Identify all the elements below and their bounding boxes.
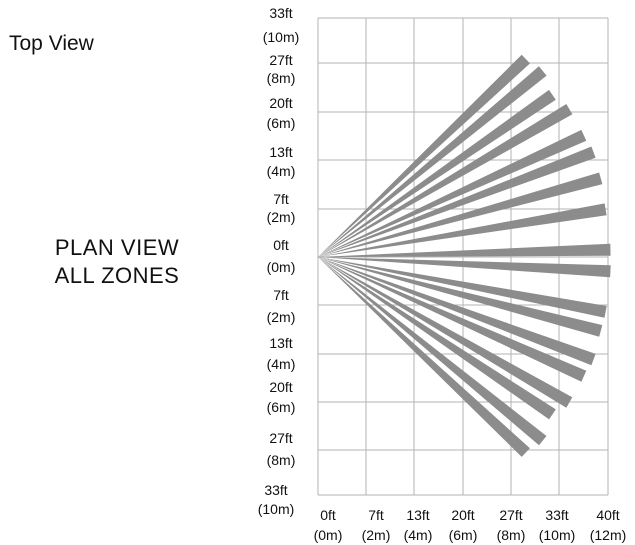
x-tick-label-m: (10m) (539, 527, 576, 543)
y-tick-label-ft: 33ft (264, 482, 287, 498)
detection-beam-13 (318, 257, 596, 366)
detection-beam-18 (318, 257, 530, 457)
detection-beam-15 (318, 257, 573, 408)
detection-beam-9 (318, 243, 611, 257)
detection-beam-1 (318, 54, 530, 258)
y-tick-label-m: (8m) (267, 70, 296, 86)
y-tick-label-m: (10m) (263, 29, 300, 45)
y-tick-label-m: (2m) (267, 209, 296, 225)
detection-beams (318, 54, 611, 457)
detection-beam-11 (318, 257, 607, 318)
y-tick-label-ft: 7ft (273, 191, 289, 207)
detection-beam-4 (318, 104, 573, 257)
detection-beam-16 (318, 257, 556, 420)
y-tick-label-ft: 33ft (269, 5, 292, 21)
detection-beam-3 (318, 89, 556, 258)
y-tick-label-m: (8m) (267, 452, 296, 468)
x-tick-label-ft: 0ft (320, 507, 336, 523)
x-tick-label-ft: 7ft (368, 507, 384, 523)
y-tick-label-m: (6m) (267, 115, 296, 131)
x-tick-label-m: (2m) (362, 527, 391, 543)
y-tick-label-ft: 13ft (269, 144, 292, 160)
y-tick-label-ft: 20ft (269, 379, 292, 395)
y-tick-label-ft: 13ft (269, 335, 292, 351)
y-tick-label-m: (0m) (267, 259, 296, 275)
y-tick-label-m: (2m) (267, 309, 296, 325)
x-tick-label-m: (6m) (449, 527, 478, 543)
y-tick-label-ft: 27ft (269, 430, 292, 446)
detection-beam-5 (318, 129, 587, 257)
x-axis-labels: 0ft (0m) 7ft (2m) 13ft (4m) 20ft (6m) 27ft (8m) 33… (314, 507, 627, 543)
detection-beam-12 (318, 257, 603, 337)
y-tick-label-ft: 0ft (273, 237, 289, 253)
page-title: Top View (9, 32, 94, 55)
y-tick-label-ft: 27ft (269, 52, 292, 68)
x-tick-label-ft: 27ft (499, 507, 522, 523)
plan-view-caption: PLAN VIEW ALL ZONES (22, 234, 212, 290)
y-tick-label-m: (10m) (258, 501, 295, 517)
y-axis-labels: 33ft (10m) 27ft (8m) 20ft (6m) 13ft (4m) 7ft (2m)… (258, 5, 300, 517)
x-tick-label-ft: 33ft (545, 507, 568, 523)
caption-line-2: ALL ZONES (54, 263, 180, 288)
y-tick-label-m: (4m) (267, 163, 296, 179)
detection-beam-8 (318, 203, 607, 257)
x-tick-label-m: (4m) (404, 527, 433, 543)
caption-line-1: PLAN VIEW (54, 235, 180, 260)
x-tick-label-ft: 20ft (451, 507, 474, 523)
detection-beam-6 (318, 146, 596, 257)
y-tick-label-ft: 7ft (273, 287, 289, 303)
x-tick-label-ft: 13ft (406, 507, 429, 523)
y-tick-label-m: (4m) (267, 356, 296, 372)
x-tick-label-ft: 40ft (596, 507, 619, 523)
detection-beam-7 (318, 172, 603, 257)
detection-beam-17 (318, 257, 547, 446)
x-tick-label-m: (8m) (497, 527, 526, 543)
y-tick-label-m: (6m) (267, 399, 296, 415)
y-tick-label-ft: 20ft (269, 95, 292, 111)
detection-beam-10 (318, 257, 611, 278)
x-tick-label-m: (0m) (314, 527, 343, 543)
x-tick-label-m: (12m) (590, 527, 627, 543)
detection-beam-14 (318, 257, 587, 382)
detection-beam-2 (318, 66, 547, 257)
